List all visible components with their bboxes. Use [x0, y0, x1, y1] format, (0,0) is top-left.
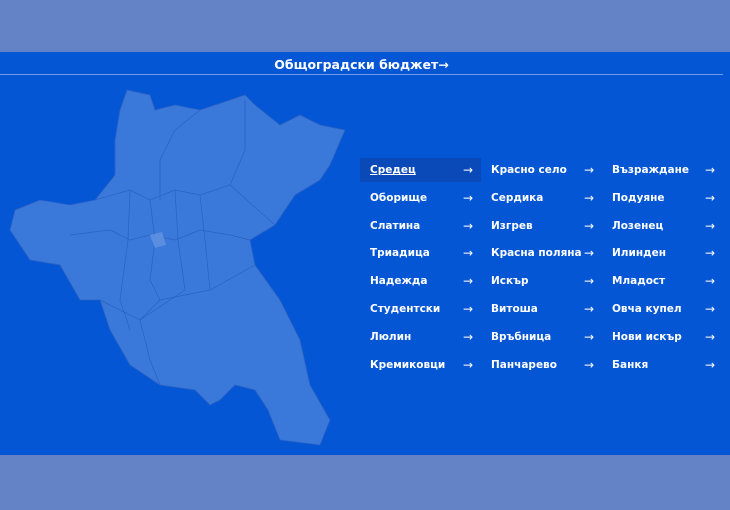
district-label: Овча купел: [612, 302, 682, 315]
district-label: Триадица: [370, 247, 430, 260]
arrow-right-icon: →: [583, 190, 594, 205]
arrow-right-icon: →: [462, 301, 473, 316]
district-link[interactable]: Банкя →: [602, 353, 723, 377]
district-link[interactable]: Студентски →: [360, 297, 481, 321]
district-label: Красна поляна: [491, 247, 582, 260]
district-label: Слатина: [370, 219, 421, 232]
district-label: Илинден: [612, 247, 666, 260]
district-label: Красно село: [491, 164, 567, 176]
arrow-right-icon: →: [438, 57, 449, 72]
arrow-right-icon: →: [462, 357, 473, 372]
district-label: Подуяне: [612, 191, 665, 204]
district-link[interactable]: Връбница →: [481, 325, 602, 349]
district-link[interactable]: Овча купел →: [602, 297, 723, 321]
district-label: Люлин: [370, 330, 412, 343]
sofia-districts-map[interactable]: [0, 82, 350, 452]
arrow-right-icon: →: [583, 301, 594, 316]
district-label: Банкя: [612, 358, 649, 371]
arrow-right-icon: →: [704, 274, 715, 289]
header-title: Общоградски бюджет: [274, 57, 439, 72]
arrow-right-icon: →: [462, 163, 473, 177]
district-link[interactable]: Подуяне →: [602, 186, 723, 210]
district-link[interactable]: Средец →: [360, 158, 481, 182]
district-link[interactable]: Изгрев →: [481, 214, 602, 238]
arrow-right-icon: →: [704, 163, 715, 177]
district-label: Панчарево: [491, 358, 557, 371]
district-link[interactable]: Сердика →: [481, 186, 602, 210]
city-budget-link[interactable]: Общоградски бюджет→: [0, 52, 723, 75]
arrow-right-icon: →: [583, 357, 594, 372]
district-link[interactable]: Надежда →: [360, 269, 481, 293]
district-borders: [69, 100, 276, 386]
district-label: Средец: [370, 164, 416, 176]
arrow-right-icon: →: [462, 218, 473, 233]
district-label: Витоша: [491, 302, 538, 315]
district-link[interactable]: Оборище →: [360, 186, 481, 210]
district-link[interactable]: Панчарево →: [481, 353, 602, 377]
arrow-right-icon: →: [462, 246, 473, 261]
district-link[interactable]: Лозенец →: [602, 214, 723, 238]
district-label: Искър: [491, 275, 529, 288]
district-link[interactable]: Слатина →: [360, 214, 481, 238]
district-link[interactable]: Красна поляна →: [481, 241, 602, 265]
district-link[interactable]: Възраждане →: [602, 158, 723, 182]
arrow-right-icon: →: [704, 301, 715, 316]
district-link[interactable]: Витоша →: [481, 297, 602, 321]
map-outline[interactable]: [9, 89, 346, 446]
district-link[interactable]: Люлин →: [360, 325, 481, 349]
district-link[interactable]: Кремиковци →: [360, 353, 481, 377]
arrow-right-icon: →: [583, 329, 594, 344]
district-label: Кремиковци: [370, 358, 446, 371]
arrow-right-icon: →: [583, 274, 594, 289]
district-label: Сердика: [491, 191, 544, 204]
district-label: Възраждане: [612, 164, 689, 176]
arrow-right-icon: →: [583, 246, 594, 261]
district-list: Средец → Красно село → Възраждане → Оборище → Се…: [360, 158, 723, 380]
arrow-right-icon: →: [583, 163, 594, 177]
district-link[interactable]: Триадица →: [360, 241, 481, 265]
district-label: Изгрев: [491, 219, 533, 232]
arrow-right-icon: →: [462, 190, 473, 205]
arrow-right-icon: →: [704, 218, 715, 233]
district-link[interactable]: Нови искър →: [602, 325, 723, 349]
district-link[interactable]: Искър →: [481, 269, 602, 293]
arrow-right-icon: →: [704, 329, 715, 344]
arrow-right-icon: →: [583, 218, 594, 233]
district-label: Връбница: [491, 330, 552, 343]
district-label: Студентски: [370, 302, 441, 315]
district-label: Нови искър: [612, 330, 682, 343]
district-link[interactable]: Илинден →: [602, 241, 723, 265]
budget-panel: Общоградски бюджет→ Средец → Красно село → В…: [0, 52, 730, 455]
district-label: Надежда: [370, 275, 428, 288]
district-label: Лозенец: [612, 219, 664, 232]
arrow-right-icon: →: [462, 329, 473, 344]
arrow-right-icon: →: [704, 357, 715, 372]
district-link[interactable]: Красно село →: [481, 158, 602, 182]
sredets-district[interactable]: [150, 232, 166, 248]
arrow-right-icon: →: [704, 246, 715, 261]
district-label: Младост: [612, 275, 666, 288]
arrow-right-icon: →: [462, 274, 473, 289]
district-label: Оборище: [370, 191, 428, 204]
district-link[interactable]: Младост →: [602, 269, 723, 293]
arrow-right-icon: →: [704, 190, 715, 205]
